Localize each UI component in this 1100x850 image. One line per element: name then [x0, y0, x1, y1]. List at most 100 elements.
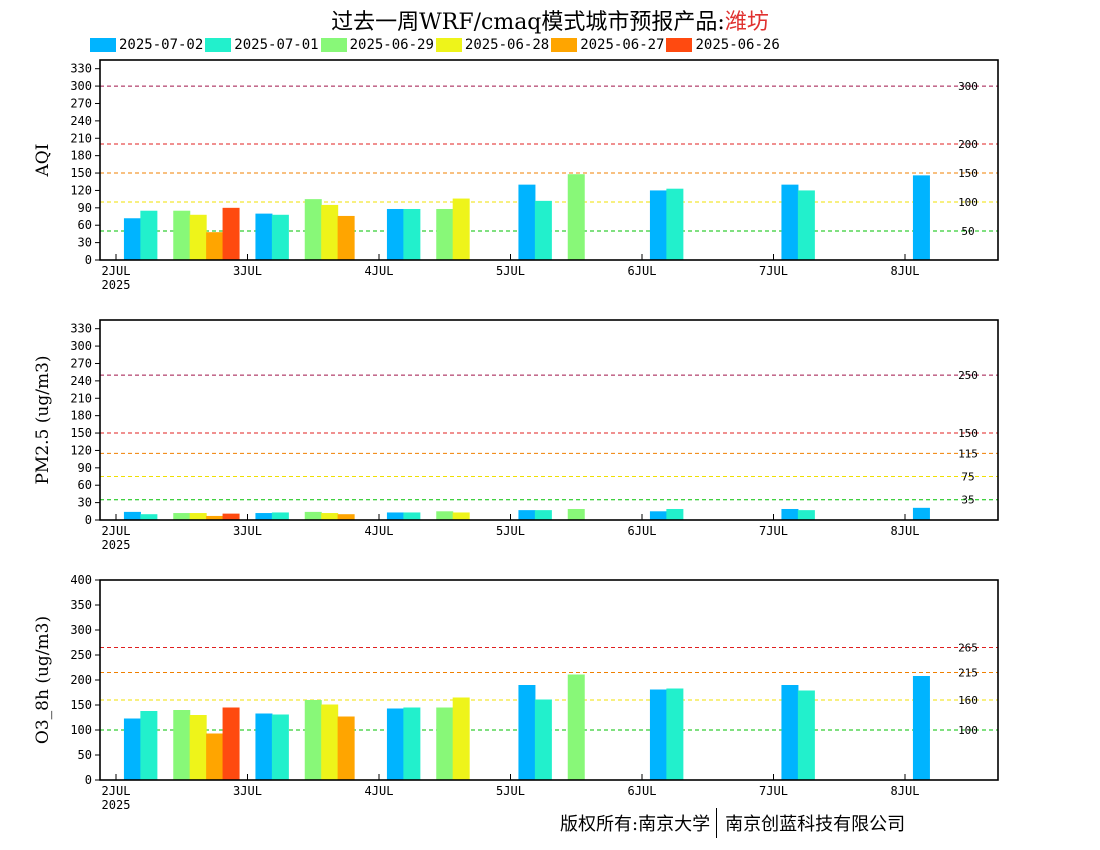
threshold-label: 250 — [958, 369, 978, 382]
x-tick-label: 5JUL — [496, 784, 525, 798]
legend-item: 2025-06-27 — [551, 37, 664, 53]
y-axis-label: AQI — [33, 144, 53, 178]
bar — [173, 513, 191, 520]
threshold-label: 215 — [958, 667, 978, 680]
copyright-right: 南京创蓝科技有限公司 — [725, 814, 906, 835]
y-tick-label: 120 — [70, 443, 92, 457]
x-tick-label: 4JUL — [365, 784, 394, 798]
bar — [337, 514, 355, 520]
y-tick-label: 0 — [85, 773, 92, 787]
x-tick-label: 3JUL — [233, 784, 262, 798]
legend-item: 2025-06-29 — [320, 37, 434, 53]
year-label: 2025 — [102, 798, 131, 812]
bar — [781, 184, 799, 260]
threshold-label: 75 — [961, 471, 974, 484]
y-tick-label: 300 — [70, 623, 92, 637]
year-label: 2025 — [102, 278, 131, 292]
bar — [189, 513, 207, 520]
bar — [304, 199, 322, 260]
legend-swatch — [90, 38, 116, 52]
copyright-divider — [716, 808, 718, 838]
x-tick-label: 7JUL — [759, 264, 788, 278]
threshold-label: 150 — [958, 167, 978, 180]
bar — [452, 198, 470, 260]
bar — [567, 508, 585, 520]
threshold-label: 200 — [958, 138, 978, 151]
bar — [206, 733, 224, 780]
x-tick-label: 2JUL — [102, 784, 131, 798]
bar — [173, 710, 191, 780]
threshold-label: 300 — [958, 80, 978, 93]
bar — [206, 515, 224, 520]
legend-label: 2025-06-29 — [349, 37, 434, 53]
threshold-label: 150 — [958, 427, 978, 440]
bar — [386, 512, 404, 520]
bar — [534, 200, 552, 260]
bar — [337, 215, 355, 260]
chart-title: 过去一周WRF/cmaq模式城市预报产品:潍坊 — [0, 4, 1100, 36]
bar — [222, 513, 240, 520]
bar — [337, 716, 355, 780]
bar — [436, 208, 454, 260]
bar — [386, 708, 404, 780]
x-tick-label: 6JUL — [628, 264, 657, 278]
threshold-label: 50 — [961, 225, 974, 238]
bar — [534, 510, 552, 520]
x-tick-label: 4JUL — [365, 524, 394, 538]
legend: 2025-07-02 2025-07-01 2025-06-29 2025-06… — [90, 36, 782, 54]
bar — [534, 699, 552, 780]
x-tick-label: 2JUL — [102, 524, 131, 538]
y-tick-label: 180 — [70, 149, 92, 163]
threshold-label: 160 — [958, 694, 978, 707]
chart-panel: 250 150 115 75 35 0 30 60 90 120 150 180 210 240 270 30… — [33, 319, 999, 552]
y-tick-label: 270 — [70, 96, 92, 110]
y-tick-label: 200 — [70, 673, 92, 687]
legend-label: 2025-07-02 — [119, 37, 204, 53]
x-tick-label: 8JUL — [891, 264, 920, 278]
bar — [518, 184, 536, 260]
bar — [436, 511, 454, 520]
x-tick-label: 8JUL — [891, 524, 920, 538]
y-tick-label: 210 — [70, 391, 92, 405]
threshold-label: 35 — [961, 494, 974, 507]
y-tick-label: 90 — [78, 461, 92, 475]
bar — [304, 700, 322, 780]
bar — [321, 513, 339, 520]
bar — [912, 507, 930, 520]
bar — [518, 510, 536, 520]
bar — [452, 697, 470, 780]
bar — [781, 685, 799, 780]
plot-frame — [99, 59, 999, 261]
y-axis-label: O3_8h (ug/m3) — [33, 616, 53, 744]
bar — [123, 718, 141, 780]
bar — [271, 714, 289, 780]
bar — [123, 511, 141, 520]
y-tick-label: 210 — [70, 131, 92, 145]
y-tick-label: 300 — [70, 79, 92, 93]
bar — [255, 213, 273, 260]
y-tick-label: 330 — [70, 322, 92, 336]
bar — [206, 232, 224, 260]
legend-item: 2025-06-26 — [666, 37, 780, 53]
y-tick-label: 330 — [70, 62, 92, 76]
bar — [452, 512, 470, 520]
legend-label: 2025-06-28 — [464, 37, 550, 53]
bar — [173, 210, 191, 260]
bar — [386, 208, 404, 260]
y-tick-label: 120 — [70, 183, 92, 197]
y-tick-label: 240 — [70, 374, 92, 388]
bar — [666, 188, 684, 260]
y-tick-label: 300 — [70, 339, 92, 353]
copyright-left: 版权所有:南京大学 — [560, 814, 711, 835]
bar — [781, 508, 799, 520]
legend-item: 2025-07-01 — [205, 37, 319, 53]
bar — [403, 208, 421, 260]
y-tick-label: 150 — [70, 426, 92, 440]
y-tick-label: 30 — [78, 496, 92, 510]
bar — [271, 214, 289, 260]
bar — [255, 513, 273, 520]
bar — [797, 690, 815, 780]
y-axis-label: PM2.5 (ug/m3) — [33, 355, 53, 484]
bar — [271, 512, 289, 520]
